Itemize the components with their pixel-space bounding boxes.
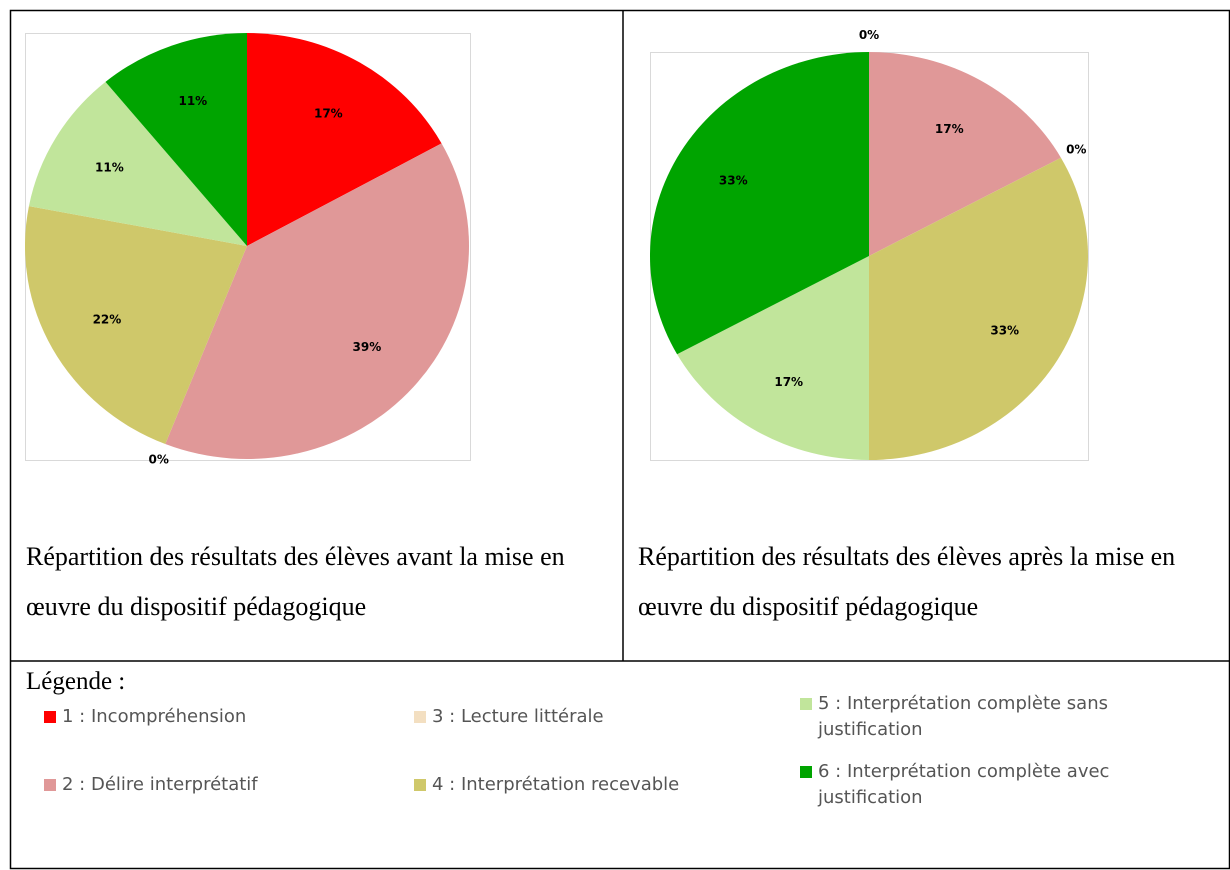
legend-text: 1 : Incompréhension [62, 706, 247, 727]
caption: Répartition des résultats des élèves apr… [638, 542, 1176, 621]
data-label: 0% [149, 452, 169, 466]
legend-text: 4 : Interprétation recevable [432, 774, 680, 795]
data-label: 33% [719, 174, 748, 188]
pie-slice [650, 52, 869, 355]
pie-slice [24, 206, 248, 445]
data-label: 17% [314, 106, 343, 120]
legend-item: 6 : Interprétation complète avec justifi… [800, 759, 1130, 811]
pie-slice [869, 52, 1061, 256]
legend-item: 2 : Délire interprétatif [44, 772, 374, 798]
pie-slice [165, 143, 469, 459]
pie-slice [677, 256, 869, 460]
legend-item: 4 : Interprétation recevable [414, 772, 744, 798]
data-label: 0% [1066, 142, 1086, 156]
data-label: 17% [935, 122, 964, 136]
legend-text: 3 : Lecture littérale [432, 706, 604, 727]
legend-text: 5 : Interprétation complète sans justifi… [818, 693, 1108, 740]
legend-item: 3 : Lecture littérale [414, 704, 744, 730]
pie-slice [28, 81, 247, 246]
data-label: 39% [353, 340, 382, 354]
data-label: 0% [859, 28, 879, 42]
data-label: 11% [95, 160, 124, 174]
data-label: 22% [93, 312, 122, 326]
pie-slice [105, 33, 247, 246]
legend-swatch [44, 779, 56, 791]
legend-swatch [800, 698, 812, 710]
legend-swatch [800, 766, 812, 778]
pie-slice [247, 33, 442, 246]
legend-item: 5 : Interprétation complète sans justifi… [800, 691, 1130, 743]
pie-slice [869, 157, 1088, 461]
legend-title: Légende : [26, 668, 126, 695]
data-label: 11% [178, 94, 207, 108]
legend-text: 6 : Interprétation complète avec justifi… [818, 761, 1110, 808]
caption: Répartition des résultats des élèves ava… [26, 542, 565, 621]
legend-item: 1 : Incompréhension [44, 704, 374, 730]
legend-swatch [414, 779, 426, 791]
data-label: 33% [990, 323, 1019, 337]
legend-swatch [44, 711, 56, 723]
data-label: 17% [774, 375, 803, 389]
legend-text: 2 : Délire interprétatif [62, 774, 258, 795]
legend-swatch [414, 711, 426, 723]
